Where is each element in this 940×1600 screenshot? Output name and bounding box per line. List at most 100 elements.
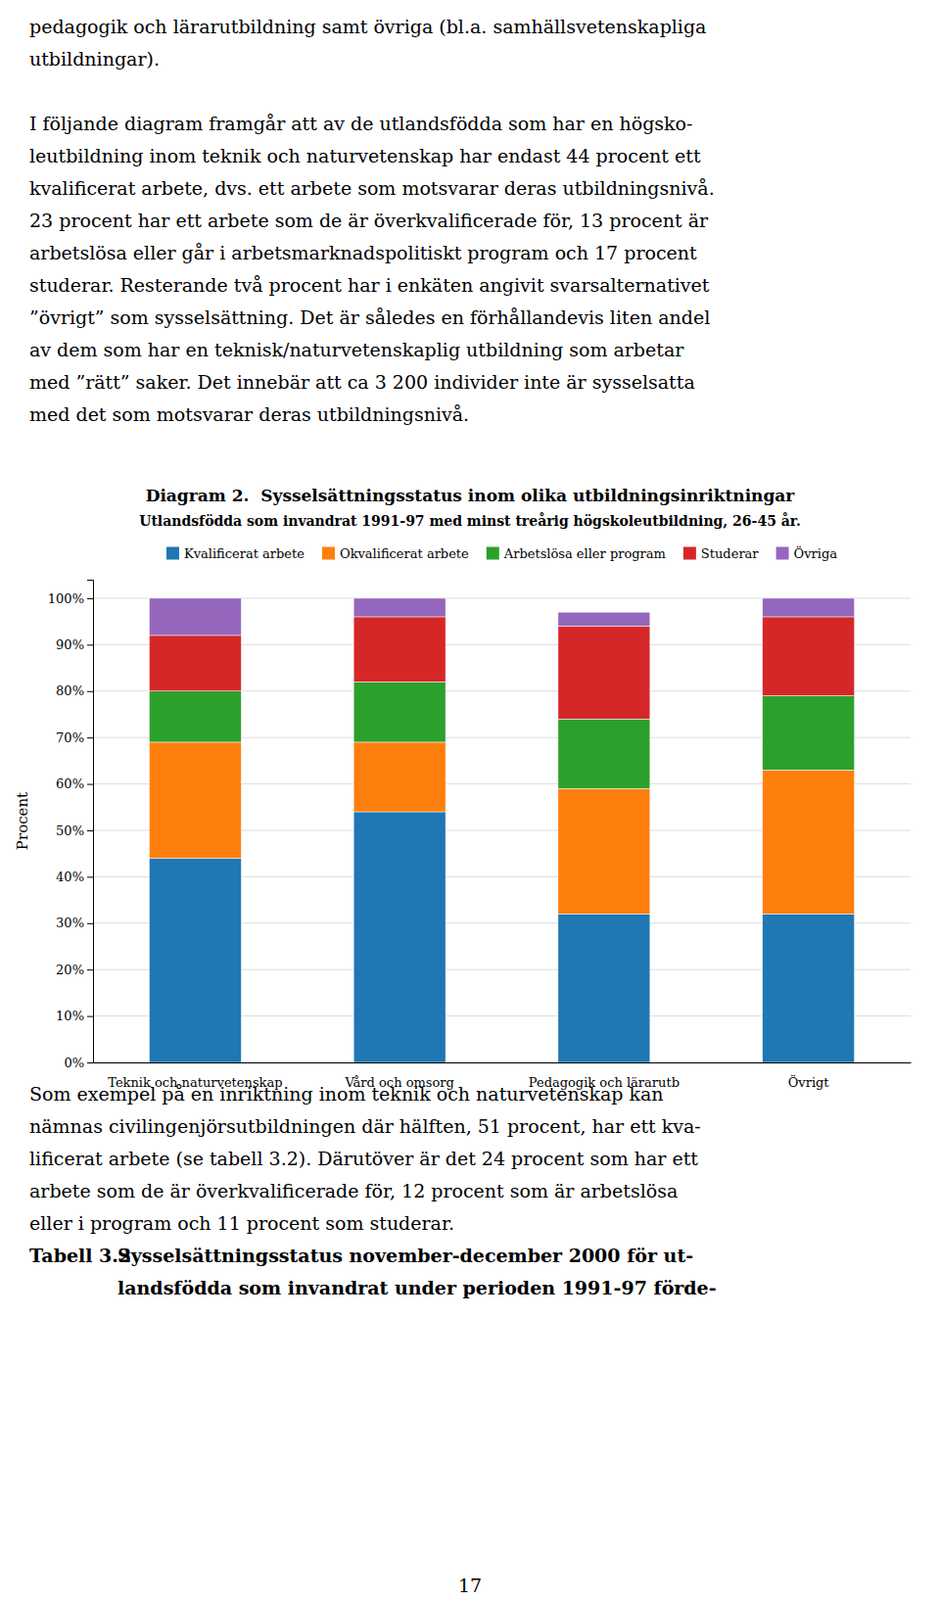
chart-subtitle: Utlandsfödda som invandrat 1991-97 med m… xyxy=(139,512,801,529)
tick-mark xyxy=(87,876,94,878)
bar xyxy=(558,625,651,719)
legend-swatch xyxy=(486,547,500,561)
tick-label: 80% xyxy=(55,683,85,699)
legend-label: Okvalificerat arbete xyxy=(339,546,470,562)
bar xyxy=(353,598,446,617)
legend-item: Okvalificerat arbete xyxy=(322,546,470,562)
tick-label: 90% xyxy=(55,637,85,653)
bar xyxy=(148,598,241,636)
tick: 40% xyxy=(55,869,94,885)
bar xyxy=(558,718,651,789)
bar xyxy=(148,857,241,1063)
body-text: eller i program och 11 procent som stude… xyxy=(29,1212,455,1234)
bar xyxy=(148,635,241,692)
bar xyxy=(762,598,855,617)
page-number: 17 xyxy=(458,1574,482,1597)
tick: 50% xyxy=(55,823,94,839)
tick-label: 70% xyxy=(55,730,85,746)
grid xyxy=(93,598,911,1063)
body-text: studerar. Resterande två procent har i e… xyxy=(29,274,710,296)
body-text: lificerat arbete (se tabell 3.2). Därutö… xyxy=(29,1147,699,1170)
text-below: Som exempel på en inriktning inom teknik… xyxy=(29,1082,717,1299)
tick: 100% xyxy=(47,591,94,607)
tick-mark xyxy=(87,737,94,739)
body-text: ”övrigt” som sysselsättning. Det är såle… xyxy=(29,306,710,329)
legend-swatch xyxy=(322,547,335,561)
series xyxy=(148,681,854,789)
legend-item: Arbetslösa eller program xyxy=(486,546,666,562)
caption-text: Sysselsättningsstatus november-december … xyxy=(117,1244,694,1267)
bar xyxy=(762,913,855,1063)
tick-mark xyxy=(87,598,94,600)
tick-label: 60% xyxy=(55,776,85,792)
tick-label: 30% xyxy=(55,915,85,931)
body-text: leutbildning inom teknik och naturvetens… xyxy=(29,144,702,167)
tick: 0% xyxy=(63,1055,94,1071)
legend-item: Studerar xyxy=(683,546,759,562)
bar xyxy=(558,788,651,914)
legend-label: Kvalificerat arbete xyxy=(184,546,305,562)
tick-label: 40% xyxy=(55,869,85,885)
bar xyxy=(762,769,855,914)
tick: 90% xyxy=(55,637,94,653)
caption-text: landsfödda som invandrat under perioden … xyxy=(117,1276,717,1299)
tick-mark xyxy=(87,784,94,786)
legend-label: Studerar xyxy=(701,546,759,562)
bar xyxy=(558,913,651,1063)
tick: Övrigt xyxy=(788,1074,831,1090)
tick-mark xyxy=(87,691,94,693)
tick: 20% xyxy=(55,962,94,978)
bar xyxy=(353,811,446,1063)
bar xyxy=(558,611,651,626)
y-axis: 0% 10% 20% 30% 40% 50% 60% 70% 80% 90% 100% xyxy=(47,580,94,1071)
axis-line xyxy=(87,580,94,1064)
tick: 80% xyxy=(55,683,94,699)
body-text: utbildningar). xyxy=(29,47,160,70)
bars xyxy=(148,598,854,1063)
axis-line xyxy=(94,1062,912,1064)
tick: 70% xyxy=(55,730,94,746)
chart: Diagram 2. Sysselsättningsstatus inom ol… xyxy=(13,485,912,1090)
legend-swatch xyxy=(166,547,180,561)
tick: 10% xyxy=(55,1008,94,1024)
bar xyxy=(762,616,855,697)
bar xyxy=(148,691,241,743)
tick-label: 100% xyxy=(47,591,85,607)
tick-mark xyxy=(87,923,94,925)
body-text: med ”rätt” saker. Det innebär att ca 3 2… xyxy=(29,371,696,393)
series xyxy=(148,742,854,914)
legend-item: Kvalificerat arbete xyxy=(166,546,305,562)
body-text: av dem som har en teknisk/naturvetenskap… xyxy=(29,338,685,361)
bar xyxy=(762,696,855,771)
bar xyxy=(353,681,446,743)
legend-swatch xyxy=(683,547,697,561)
legend: Kvalificerat arbete Okvalificerat arbete A… xyxy=(166,545,838,562)
tick-label: 0% xyxy=(63,1055,85,1071)
tick-mark xyxy=(87,969,94,971)
legend-item: Övriga xyxy=(776,545,839,562)
body-text: pedagogik och lärarutbildning samt övrig… xyxy=(29,15,706,38)
page: pedagogik och lärarutbildning samt övrig… xyxy=(0,0,940,1600)
bar xyxy=(353,742,446,812)
body-text: 23 procent har ett arbete som de är över… xyxy=(29,209,709,232)
body-text: arbetslösa eller går i arbetsmarknadspol… xyxy=(29,241,698,264)
body-text: Som exempel på en inriktning inom teknik… xyxy=(29,1082,664,1105)
series xyxy=(148,811,854,1063)
body-text: nämnas civilingenjörsutbildningen där hä… xyxy=(29,1115,702,1137)
tick: 60% xyxy=(55,776,94,792)
caption-label: Tabell 3.2 xyxy=(29,1244,132,1267)
series xyxy=(148,616,854,719)
legend-label: Övriga xyxy=(794,545,839,562)
body-text: kvalificerat arbete, dvs. ett arbete som… xyxy=(29,177,715,199)
tick-mark xyxy=(87,644,94,646)
tick-mark xyxy=(87,1062,94,1064)
body-text: med det som motsvarar deras utbildningsn… xyxy=(29,403,470,425)
bar xyxy=(148,742,241,859)
tick-label: 20% xyxy=(55,962,85,978)
legend-label: Arbetslösa eller program xyxy=(503,546,666,562)
chart-title: Diagram 2. Sysselsättningsstatus inom ol… xyxy=(145,485,797,506)
body-text: arbete som de är överkvalificerade för, … xyxy=(29,1179,678,1202)
bar xyxy=(353,616,446,682)
axis-title: Procent xyxy=(13,792,32,850)
tick-label: 50% xyxy=(55,823,85,839)
